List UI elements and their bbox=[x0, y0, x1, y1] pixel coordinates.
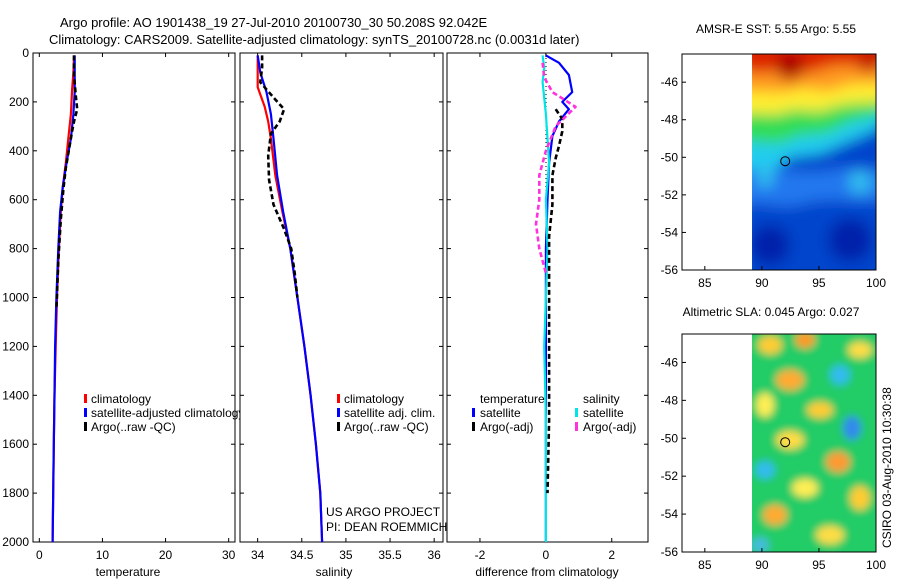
map-x-tick-label: 95 bbox=[812, 558, 826, 572]
sla-float-marker bbox=[780, 437, 791, 448]
y-tick-label: 1200 bbox=[2, 339, 29, 353]
map-x-tick-label: 85 bbox=[698, 276, 712, 290]
legend-swatch-sal-satellite bbox=[575, 408, 578, 417]
map-x-tick-label: 100 bbox=[866, 276, 886, 290]
y-tick-label: 2000 bbox=[2, 535, 29, 549]
map-y-tick-label: -48 bbox=[661, 113, 679, 127]
legend-label-climatology: climatology bbox=[344, 392, 404, 406]
sst-heatmap bbox=[752, 54, 876, 270]
x-tick-label: 34.5 bbox=[290, 548, 314, 562]
x-tick-label: 10 bbox=[96, 548, 110, 562]
x-tick-label: 0 bbox=[36, 548, 43, 562]
sla-map-frame bbox=[681, 333, 877, 553]
legend-label-climatology: climatology bbox=[91, 392, 151, 406]
figure-title-line-2: Climatology: CARS2009. Satellite-adjuste… bbox=[49, 32, 579, 47]
sst-map-frame bbox=[681, 53, 877, 271]
timestamp-watermark: CSIRO 03-Aug-2010 10:30:38 bbox=[880, 387, 894, 548]
x-tick-label: 2 bbox=[608, 548, 615, 562]
difference-xlabel: difference from climatology bbox=[475, 565, 618, 579]
legend-swatch-satellite bbox=[337, 408, 340, 417]
salinity-axes bbox=[239, 52, 444, 543]
map-y-tick-label: -46 bbox=[661, 75, 679, 89]
sla-map: Altimetric SLA: 0.045 Argo: 0.027 bbox=[661, 305, 887, 572]
x-tick-label: 36 bbox=[427, 548, 441, 562]
sla-heatmap bbox=[752, 334, 876, 552]
x-tick-label: 30 bbox=[222, 548, 236, 562]
legend-label-sal-satellite: satellite bbox=[583, 406, 624, 420]
salinity-panel: 34 34.5 35 35.5 36 salinity climatology sate… bbox=[239, 52, 447, 579]
legend-swatch-temp-argo bbox=[472, 422, 475, 431]
legend-swatch-satellite bbox=[84, 408, 87, 417]
legend-swatch-climatology bbox=[337, 394, 340, 403]
legend-label-argo: Argo(..raw -QC) bbox=[344, 420, 429, 434]
sla-map-title: Altimetric SLA: 0.045 Argo: 0.027 bbox=[683, 305, 860, 319]
salinity-xlabel: salinity bbox=[316, 565, 353, 579]
x-tick-label: 34 bbox=[251, 548, 265, 562]
salinity-legend: climatology satellite adj. clim. Argo(..… bbox=[337, 392, 435, 434]
pi-annotation: PI: DEAN ROEMMICH bbox=[326, 520, 447, 534]
sst-float-marker bbox=[780, 156, 791, 167]
series-line-salinity-satellite bbox=[541, 55, 551, 542]
difference-legend-temperature: temperature satellite Argo(-adj) bbox=[472, 392, 545, 434]
map-x-tick-label: 90 bbox=[755, 558, 769, 572]
series-line-satellite-adj-clim bbox=[256, 55, 324, 543]
legend-label-argo: Argo(..raw -QC) bbox=[91, 420, 176, 434]
project-annotation: US ARGO PROJECT bbox=[326, 505, 441, 519]
temperature-axes bbox=[32, 52, 236, 543]
difference-legend-salinity: salinity satellite Argo(-adj) bbox=[575, 392, 636, 434]
sst-map-title: AMSR-E SST: 5.55 Argo: 5.55 bbox=[696, 22, 856, 36]
figure-title-line-1: Argo profile: AO 1901438_19 27-Jul-2010 … bbox=[60, 15, 488, 30]
map-y-tick-label: -54 bbox=[661, 507, 679, 521]
series-line-satellite-adjusted-climatology bbox=[51, 55, 76, 543]
x-tick-label: 35.5 bbox=[378, 548, 402, 562]
series-line-salinity-argo-adj bbox=[534, 62, 577, 274]
map-y-tick-label: -52 bbox=[661, 188, 679, 202]
legend-label-satellite: satellite-adjusted climatology bbox=[91, 406, 244, 420]
map-x-tick-label: 100 bbox=[866, 558, 886, 572]
temperature-xlabel: temperature bbox=[96, 565, 161, 579]
y-tick-label: 1400 bbox=[2, 388, 29, 402]
legend-swatch-argo bbox=[84, 422, 87, 431]
x-tick-label: -2 bbox=[475, 548, 486, 562]
y-tick-label: 200 bbox=[9, 95, 29, 109]
legend-swatch-sal-argo bbox=[575, 422, 578, 431]
map-x-tick-label: 85 bbox=[698, 558, 712, 572]
y-tick-label: 1600 bbox=[2, 437, 29, 451]
y-tick-label: 0 bbox=[22, 46, 29, 60]
map-y-tick-label: -52 bbox=[661, 469, 679, 483]
legend-swatch-argo bbox=[337, 422, 340, 431]
map-y-tick-label: -54 bbox=[661, 225, 679, 239]
legend-label-temp-argo: Argo(-adj) bbox=[480, 420, 533, 434]
y-tick-label: 400 bbox=[9, 144, 29, 158]
x-tick-label: 20 bbox=[159, 548, 173, 562]
x-tick-label: 0 bbox=[543, 548, 550, 562]
legend-label-temp-satellite: satellite bbox=[480, 406, 521, 420]
legend-swatch-temp-satellite bbox=[472, 408, 475, 417]
map-y-tick-label: -56 bbox=[661, 263, 679, 277]
y-tick-label: 1000 bbox=[2, 291, 29, 305]
legend-swatch-climatology bbox=[84, 394, 87, 403]
series-line-temperature-argo-adj bbox=[546, 108, 564, 494]
legend-title-temperature: temperature bbox=[480, 392, 545, 406]
legend-title-salinity: salinity bbox=[583, 392, 620, 406]
series-line-argo-raw-qc bbox=[55, 55, 79, 310]
map-x-tick-label: 90 bbox=[755, 276, 769, 290]
difference-panel: -2 0 2 difference from climatology tempera… bbox=[446, 52, 649, 579]
legend-label-sal-argo: Argo(-adj) bbox=[583, 420, 636, 434]
sst-map: AMSR-E SST: 5.55 Argo: 5.55 85 90 95 100 -46 bbox=[661, 22, 887, 290]
y-tick-label: 1800 bbox=[2, 486, 29, 500]
temperature-legend: climatology satellite-adjusted climatolo… bbox=[84, 392, 244, 434]
y-tick-label: 600 bbox=[9, 193, 29, 207]
temperature-panel: 0 200 400 600 800 1000 1200 1400 1600 1800 2000 0 10… bbox=[2, 46, 244, 579]
map-y-tick-label: -56 bbox=[661, 545, 679, 559]
y-tick-label: 800 bbox=[9, 242, 29, 256]
x-tick-label: 35 bbox=[339, 548, 353, 562]
map-y-tick-label: -48 bbox=[661, 393, 679, 407]
map-y-tick-label: -50 bbox=[661, 431, 679, 445]
legend-label-satellite: satellite adj. clim. bbox=[344, 406, 435, 420]
map-y-tick-label: -46 bbox=[661, 355, 679, 369]
map-x-tick-label: 95 bbox=[812, 276, 826, 290]
map-y-tick-label: -50 bbox=[661, 150, 679, 164]
